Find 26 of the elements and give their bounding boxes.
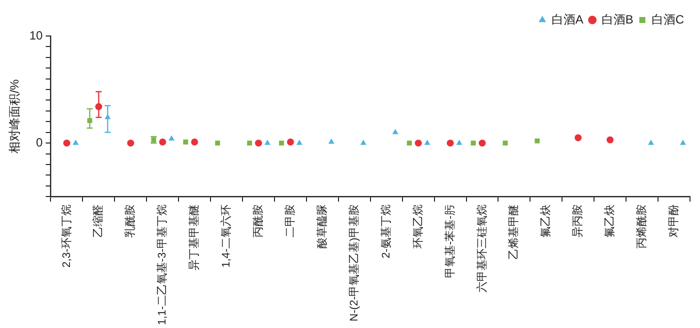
x-tick-label: 异丁基甲基醚 (188, 204, 201, 271)
y-tick-label: 0 (36, 135, 44, 150)
x-tick-label: 二甲胺 (284, 204, 296, 238)
legend-label: 白酒C (651, 12, 684, 26)
x-tick-label: 异丙胺 (571, 204, 584, 238)
x-tick-label: 环氧乙烷 (411, 204, 424, 249)
x-tick-label: 乳酰胺 (124, 204, 137, 238)
y-tick-label: 10 (29, 28, 44, 42)
legend-label: 白酒A (551, 12, 584, 26)
x-tick-label: 酸草醯脲 (315, 204, 328, 249)
x-tick-label: 2,3-环氧丁烷 (60, 204, 73, 268)
x-tick-label: 丙酰胺 (252, 204, 265, 238)
x-tick-label: N-(2-甲氧基乙基)甲基胺 (347, 204, 360, 322)
x-tick-label: 氟乙炔 (603, 204, 616, 238)
x-tick-label: 乙烯基甲醚 (507, 204, 520, 260)
x-tick-label: 2-氨基丁烷 (379, 204, 392, 258)
x-tick-label: 对甲酚 (667, 204, 680, 238)
x-tick-label: 六甲基环三硅氧烷 (475, 204, 488, 293)
x-tick-label: 1,1-二乙氧基-3-甲基丁烷 (156, 204, 169, 326)
x-tick-label: 氟乙炔 (539, 204, 552, 238)
legend-label: 白酒B (601, 12, 634, 26)
y-axis-title: 相对峰面积/% (8, 78, 22, 154)
x-tick-label: 1,4-二氧六环 (220, 204, 233, 268)
x-tick-label: 乙缩醛 (92, 204, 105, 238)
x-tick-label: 甲氧基-苯基-肟 (443, 204, 456, 278)
x-tick-label: 丙烯酰胺 (635, 204, 648, 249)
